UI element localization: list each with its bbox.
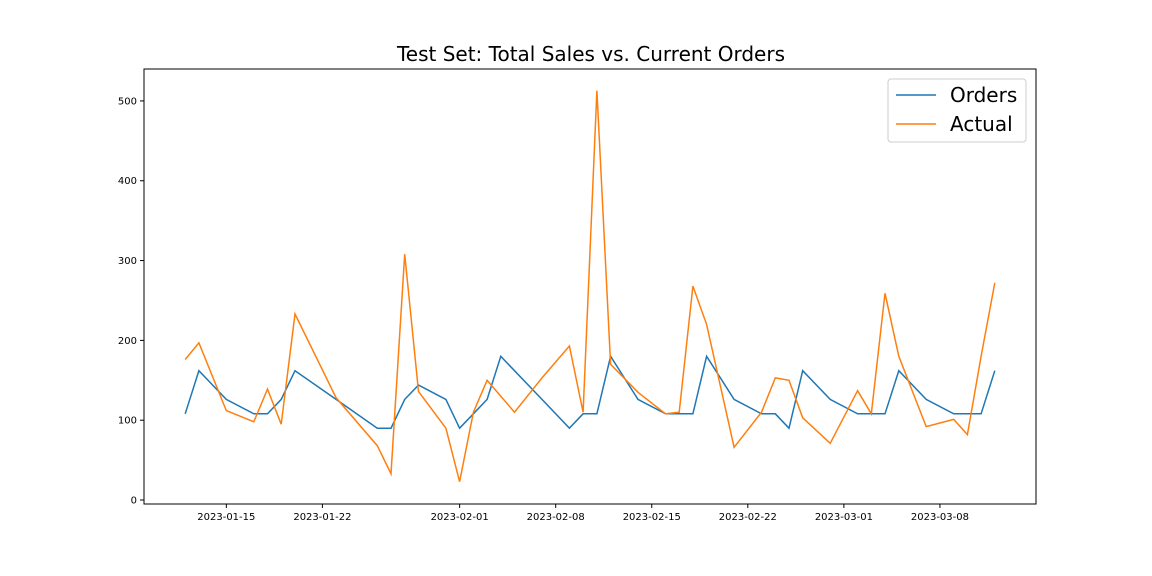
y-tick-label: 0	[131, 496, 137, 507]
legend-label-actual: Actual	[950, 112, 1013, 136]
y-tick-label: 400	[118, 176, 137, 187]
y-tick-label: 300	[118, 256, 137, 267]
legend: Orders Actual	[887, 78, 1027, 143]
plot-frame	[143, 68, 1037, 505]
legend-label-orders: Orders	[950, 83, 1017, 107]
x-tick-label: 2023-03-08	[911, 512, 969, 523]
series-line-actual	[184, 90, 996, 482]
x-axis: 2023-01-15 2023-01-22 2023-02-01 2023-02-08…	[197, 504, 969, 523]
x-tick-label: 2023-02-15	[623, 512, 681, 523]
x-tick-label: 2023-02-01	[431, 512, 489, 523]
chart-title: Test Set: Total Sales vs. Current Orders	[396, 42, 786, 66]
x-tick-label: 2023-01-22	[293, 512, 351, 523]
y-tick-label: 100	[118, 416, 137, 427]
plot-lines	[184, 90, 996, 482]
x-tick-label: 2023-01-15	[197, 512, 255, 523]
x-tick-label: 2023-03-01	[815, 512, 873, 523]
y-tick-label: 200	[118, 336, 137, 347]
y-axis: 0 100 200 300 400 500	[118, 96, 144, 507]
x-tick-label: 2023-02-22	[719, 512, 777, 523]
x-tick-label: 2023-02-08	[527, 512, 585, 523]
y-tick-label: 500	[118, 96, 137, 107]
